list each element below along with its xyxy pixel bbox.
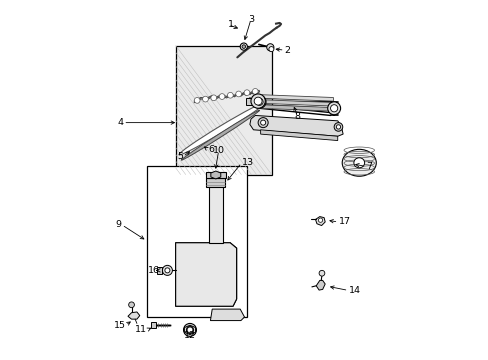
Circle shape <box>318 218 322 222</box>
Circle shape <box>242 45 245 48</box>
Text: 13: 13 <box>241 158 253 167</box>
Circle shape <box>194 98 200 103</box>
Text: 8: 8 <box>294 112 300 121</box>
Polygon shape <box>260 130 337 140</box>
Ellipse shape <box>353 158 364 168</box>
Bar <box>206 178 225 187</box>
Circle shape <box>240 43 247 50</box>
Circle shape <box>202 96 208 102</box>
Polygon shape <box>316 280 325 290</box>
Circle shape <box>210 95 216 101</box>
Text: 6: 6 <box>207 145 213 154</box>
Circle shape <box>330 105 337 112</box>
Text: 2: 2 <box>284 46 290 55</box>
Circle shape <box>164 268 169 273</box>
Text: 1: 1 <box>228 20 234 29</box>
Polygon shape <box>259 100 333 106</box>
Bar <box>175 45 271 175</box>
Bar <box>208 180 223 243</box>
Bar <box>151 322 156 328</box>
Text: 16: 16 <box>148 266 160 275</box>
Circle shape <box>250 94 265 108</box>
Circle shape <box>186 326 193 333</box>
Circle shape <box>235 91 241 97</box>
Polygon shape <box>210 171 220 179</box>
Text: 11: 11 <box>135 325 147 334</box>
Circle shape <box>266 44 273 51</box>
Circle shape <box>253 95 265 108</box>
Circle shape <box>260 120 265 125</box>
Bar <box>246 98 252 105</box>
Circle shape <box>258 118 267 128</box>
Circle shape <box>128 302 134 308</box>
Text: 7: 7 <box>365 162 371 171</box>
Ellipse shape <box>179 103 264 155</box>
Polygon shape <box>175 243 236 306</box>
Circle shape <box>183 323 196 336</box>
Text: 3: 3 <box>247 15 253 24</box>
Ellipse shape <box>181 110 259 160</box>
Text: 4: 4 <box>117 118 123 127</box>
Circle shape <box>333 123 342 131</box>
Circle shape <box>327 102 340 115</box>
Circle shape <box>227 93 233 98</box>
Text: 15: 15 <box>113 321 125 330</box>
Circle shape <box>219 94 224 99</box>
Circle shape <box>252 89 258 94</box>
Bar <box>205 172 225 178</box>
Polygon shape <box>128 312 140 319</box>
Circle shape <box>244 90 249 95</box>
Bar <box>156 267 162 274</box>
Polygon shape <box>315 217 325 226</box>
Polygon shape <box>259 105 333 111</box>
Text: 17: 17 <box>338 217 350 226</box>
Text: 14: 14 <box>348 286 360 295</box>
Circle shape <box>254 97 262 105</box>
Circle shape <box>268 46 273 51</box>
Circle shape <box>319 270 324 276</box>
Text: 5: 5 <box>177 152 183 161</box>
Bar <box>147 166 246 317</box>
Circle shape <box>187 327 192 333</box>
Ellipse shape <box>342 149 376 176</box>
Polygon shape <box>184 325 195 334</box>
Circle shape <box>162 265 172 275</box>
Text: 9: 9 <box>116 220 122 229</box>
Text: 10: 10 <box>212 146 224 155</box>
Polygon shape <box>210 309 244 320</box>
Polygon shape <box>259 95 333 101</box>
Circle shape <box>255 98 263 105</box>
Polygon shape <box>249 116 343 136</box>
Polygon shape <box>175 243 236 306</box>
Text: 12: 12 <box>183 332 196 341</box>
Circle shape <box>336 125 340 129</box>
